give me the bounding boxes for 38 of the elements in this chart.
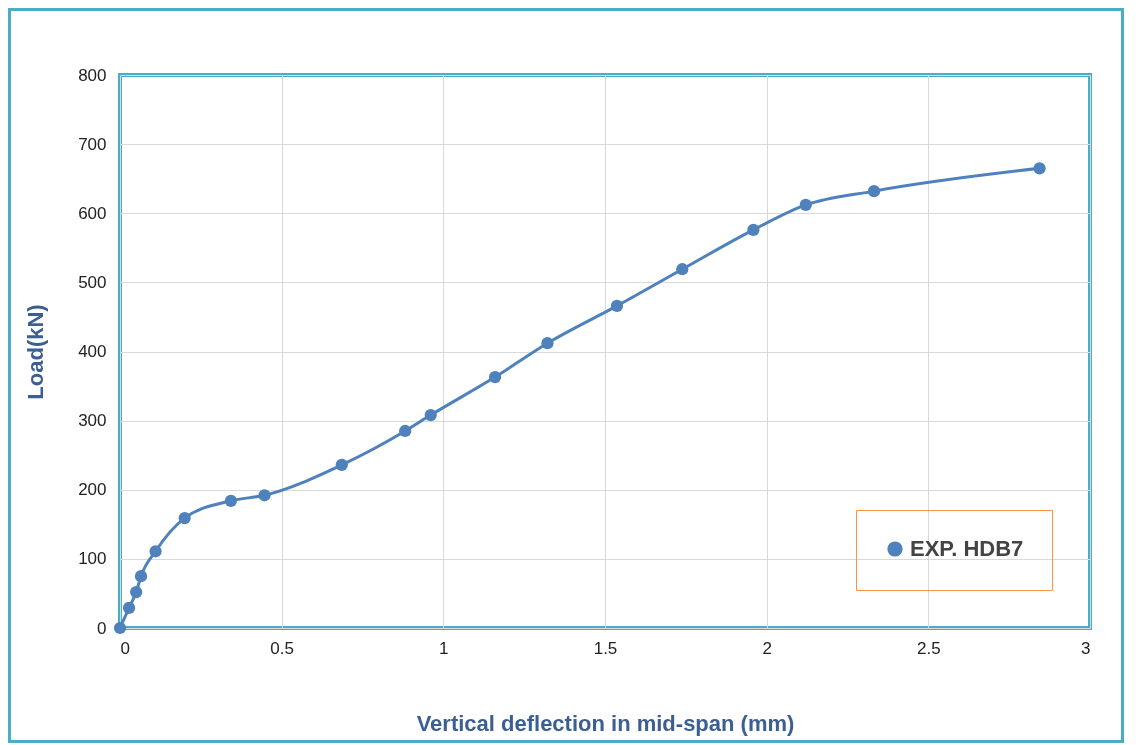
point [134, 570, 148, 583]
point [122, 601, 136, 615]
point [424, 408, 437, 422]
x-tick-label: 0 [120, 638, 130, 658]
y-tick-label: 300 [78, 411, 107, 431]
x-tick-label: 2.5 [917, 638, 941, 658]
point [541, 337, 554, 350]
y-tick-label: 800 [78, 65, 107, 85]
point [676, 263, 689, 276]
point [747, 223, 760, 236]
point [488, 370, 502, 384]
x-tick-label: 0.5 [270, 638, 294, 658]
y-tick-label: 500 [78, 272, 107, 292]
y-tick-label: 100 [78, 549, 107, 569]
y-tick-label: 700 [78, 134, 107, 154]
y-tick-label: 600 [78, 203, 107, 223]
point [178, 511, 191, 525]
point [399, 424, 412, 438]
point [867, 185, 881, 198]
point [130, 585, 143, 599]
point [610, 299, 624, 312]
point [258, 489, 271, 502]
x-tick-label: 3 [1081, 638, 1091, 658]
x-tick-label: 1 [439, 638, 449, 658]
point [335, 458, 348, 471]
point [149, 545, 162, 558]
point [799, 198, 812, 212]
y-tick-label: 400 [78, 342, 107, 361]
x-tick-label: 1.5 [593, 638, 618, 658]
x-tick-label: 2 [762, 638, 772, 658]
y-tick-label: 200 [78, 480, 107, 500]
legend-label: EXP. HDB7 [910, 536, 1024, 561]
x-axis-title: Vertical deflection in mid-span (mm) [416, 710, 795, 736]
point [113, 621, 127, 635]
point [224, 494, 238, 507]
y-tick-label: 0 [97, 618, 107, 638]
y-axis-title: Load(kN) [23, 304, 49, 400]
point [1033, 162, 1046, 175]
